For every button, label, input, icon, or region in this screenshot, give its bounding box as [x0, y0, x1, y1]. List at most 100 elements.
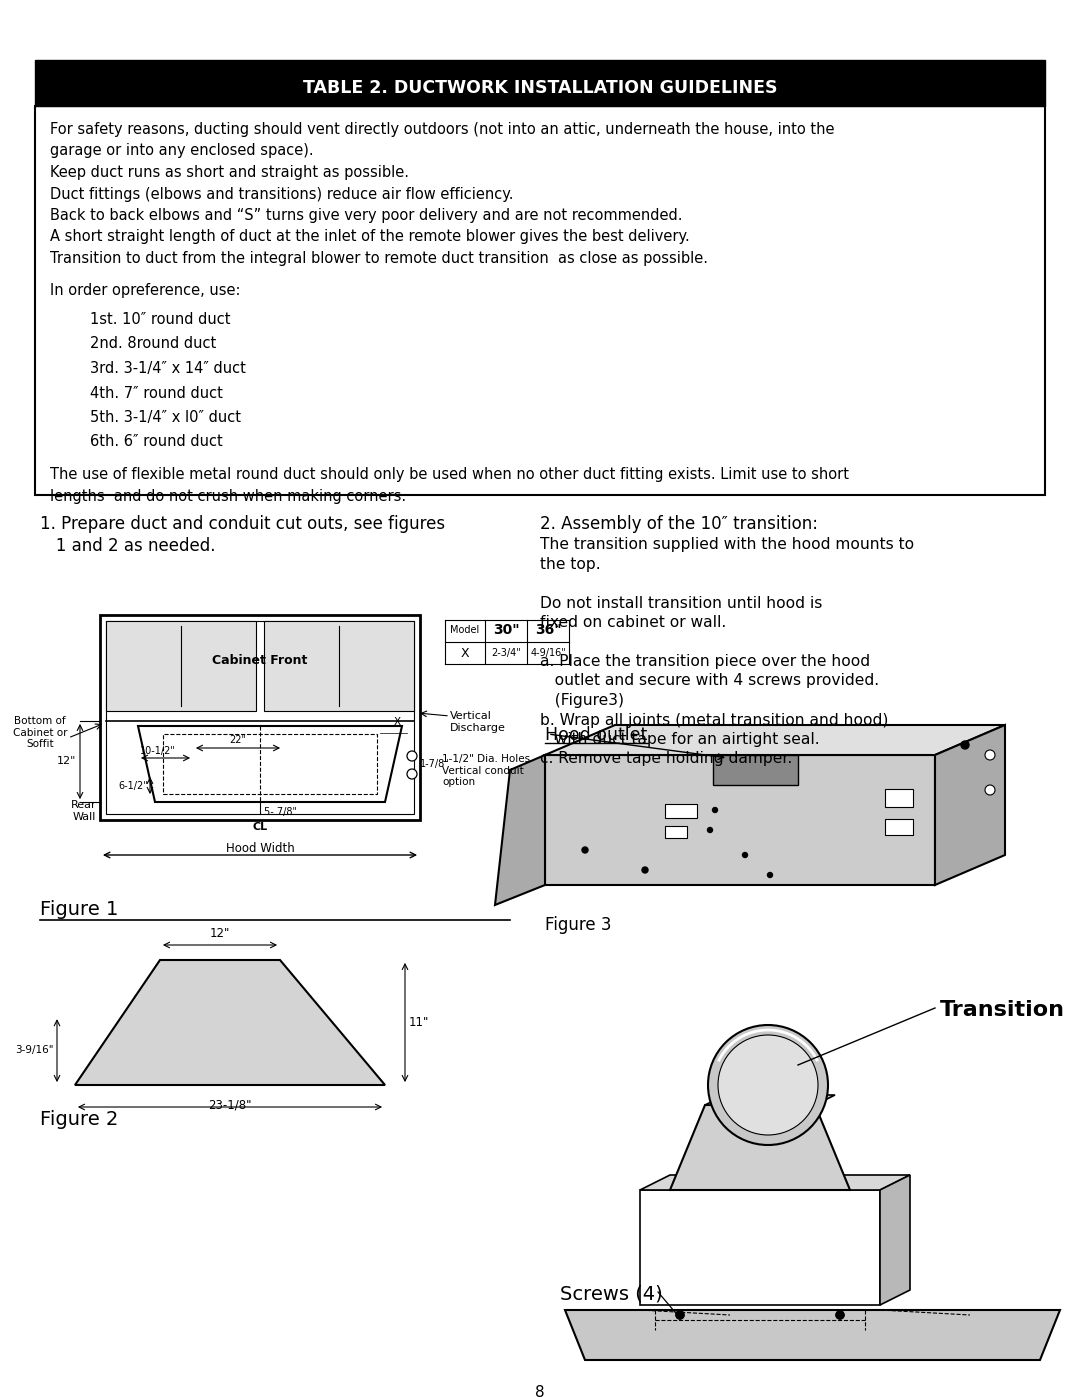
- Bar: [106, 622, 414, 814]
- Bar: [163, 733, 377, 793]
- Circle shape: [582, 847, 588, 854]
- Circle shape: [407, 768, 417, 780]
- Text: b. Wrap all joints (metal transition and hood): b. Wrap all joints (metal transition and…: [540, 712, 889, 728]
- Text: 1st. 10″ round duct: 1st. 10″ round duct: [90, 312, 230, 327]
- Text: (Figure3): (Figure3): [540, 693, 624, 708]
- Text: 3rd. 3-1/4″ x 14″ duct: 3rd. 3-1/4″ x 14″ duct: [90, 360, 246, 376]
- Circle shape: [985, 750, 995, 760]
- Circle shape: [328, 728, 350, 750]
- Text: Bottom of
Cabinet or
Soffit: Bottom of Cabinet or Soffit: [13, 717, 67, 749]
- Text: garage or into any enclosed space).: garage or into any enclosed space).: [50, 144, 313, 158]
- Bar: [713, 754, 798, 785]
- Bar: [640, 1190, 880, 1305]
- Text: Transition to duct from the integral blower to remote duct transition  as close : Transition to duct from the integral blo…: [50, 251, 708, 265]
- Text: Keep duct runs as short and straight as possible.: Keep duct runs as short and straight as …: [50, 165, 409, 180]
- Text: In order opreference, use:: In order opreference, use:: [50, 282, 241, 298]
- Text: c. Remove tape holding damper.: c. Remove tape holding damper.: [540, 752, 793, 767]
- Bar: [35, 106, 1045, 495]
- Bar: [545, 754, 935, 886]
- Text: Figure 3: Figure 3: [545, 916, 611, 935]
- Polygon shape: [545, 725, 1005, 754]
- Text: 6th. 6″ round duct: 6th. 6″ round duct: [90, 434, 222, 450]
- Bar: [665, 826, 687, 838]
- Bar: [100, 615, 420, 820]
- Text: 3-9/16": 3-9/16": [15, 1045, 54, 1055]
- Bar: [885, 789, 913, 807]
- Text: 2nd. 8round duct: 2nd. 8round duct: [90, 337, 216, 352]
- Text: X: X: [461, 647, 470, 659]
- Text: TABLE 2. DUCTWORK INSTALLATION GUIDELINES: TABLE 2. DUCTWORK INSTALLATION GUIDELINE…: [302, 80, 778, 96]
- Polygon shape: [75, 960, 384, 1085]
- Text: Rear
Wall: Rear Wall: [70, 800, 96, 821]
- Circle shape: [407, 752, 417, 761]
- Text: For safety reasons, ducting should vent directly outdoors (not into an attic, un: For safety reasons, ducting should vent …: [50, 122, 835, 137]
- Polygon shape: [670, 1105, 850, 1190]
- Text: Duct fittings (elbows and transitions) reduce air flow efficiency.: Duct fittings (elbows and transitions) r…: [50, 187, 513, 201]
- Polygon shape: [565, 1310, 1059, 1361]
- Polygon shape: [640, 1175, 910, 1190]
- Text: Vertical
Discharge: Vertical Discharge: [450, 711, 505, 732]
- Text: Screws (4): Screws (4): [561, 1285, 663, 1303]
- Bar: [106, 622, 256, 711]
- Text: 30": 30": [492, 623, 519, 637]
- Text: 1 and 2 as needed.: 1 and 2 as needed.: [40, 536, 216, 555]
- Circle shape: [676, 1310, 684, 1319]
- Text: Do not install transition until hood is: Do not install transition until hood is: [540, 595, 822, 610]
- Circle shape: [642, 868, 648, 873]
- Circle shape: [836, 1310, 843, 1319]
- Bar: [264, 622, 414, 711]
- Text: Model: Model: [450, 624, 480, 636]
- Text: Back to back elbows and “S” turns give very poor delivery and are not recommende: Back to back elbows and “S” turns give v…: [50, 208, 683, 224]
- Circle shape: [743, 852, 747, 858]
- Polygon shape: [138, 726, 402, 802]
- Text: 4-9/16": 4-9/16": [530, 648, 566, 658]
- Text: Transition: Transition: [940, 1000, 1065, 1020]
- Text: The transition supplied with the hood mounts to: The transition supplied with the hood mo…: [540, 536, 914, 552]
- Bar: [665, 805, 697, 819]
- Text: A short straight length of duct at the inlet of the remote blower gives the best: A short straight length of duct at the i…: [50, 229, 690, 244]
- Circle shape: [676, 1310, 684, 1319]
- Bar: [35, 60, 1045, 106]
- Text: a. Place the transition piece over the hood: a. Place the transition piece over the h…: [540, 654, 870, 669]
- Text: Hood Width: Hood Width: [226, 842, 295, 855]
- Text: 5th. 3-1/4″ x l0″ duct: 5th. 3-1/4″ x l0″ duct: [90, 409, 241, 425]
- Text: 2. Assembly of the 10″ transition:: 2. Assembly of the 10″ transition:: [540, 515, 818, 534]
- Polygon shape: [495, 754, 545, 905]
- Text: 1-7/8": 1-7/8": [420, 759, 449, 768]
- Circle shape: [961, 740, 969, 749]
- Text: the top.: the top.: [540, 556, 600, 571]
- Circle shape: [708, 1025, 828, 1146]
- Text: 36": 36": [535, 623, 562, 637]
- Text: 1-1/2" Dia. Holes
Vertical conduit
option: 1-1/2" Dia. Holes Vertical conduit optio…: [442, 754, 530, 787]
- Text: 1. Prepare duct and conduit cut outs, see figures: 1. Prepare duct and conduit cut outs, se…: [40, 515, 445, 534]
- Text: 5- 7/8": 5- 7/8": [264, 807, 297, 817]
- Text: 10-1/2": 10-1/2": [140, 746, 176, 756]
- Text: 22": 22": [229, 735, 246, 745]
- Circle shape: [707, 827, 713, 833]
- Text: 23-1/8": 23-1/8": [208, 1099, 252, 1112]
- Circle shape: [768, 873, 772, 877]
- Polygon shape: [880, 1175, 910, 1305]
- Text: fixed on cabinet or wall.: fixed on cabinet or wall.: [540, 615, 726, 630]
- Text: 11": 11": [409, 1016, 430, 1028]
- Bar: [885, 819, 913, 835]
- Text: Hood outlet: Hood outlet: [545, 726, 647, 745]
- Circle shape: [718, 1035, 818, 1134]
- Text: Cabinet Front: Cabinet Front: [213, 655, 308, 668]
- Text: 12": 12": [56, 756, 76, 766]
- Polygon shape: [935, 725, 1005, 886]
- Text: Figure 1: Figure 1: [40, 900, 119, 919]
- Text: The use of flexible metal round duct should only be used when no other duct fitt: The use of flexible metal round duct sho…: [50, 467, 849, 482]
- Circle shape: [985, 785, 995, 795]
- Text: 12": 12": [210, 928, 230, 940]
- Text: Figure 2: Figure 2: [40, 1111, 119, 1129]
- Circle shape: [836, 1310, 843, 1319]
- Polygon shape: [705, 1095, 835, 1105]
- Text: 8: 8: [536, 1384, 544, 1397]
- Circle shape: [170, 728, 192, 750]
- Text: with duct tape for an airtight seal.: with duct tape for an airtight seal.: [540, 732, 820, 747]
- Text: X: X: [393, 717, 401, 726]
- Text: outlet and secure with 4 screws provided.: outlet and secure with 4 screws provided…: [540, 673, 879, 689]
- Text: lengths  and do not crush when making corners.: lengths and do not crush when making cor…: [50, 489, 406, 503]
- Text: CL: CL: [253, 821, 268, 833]
